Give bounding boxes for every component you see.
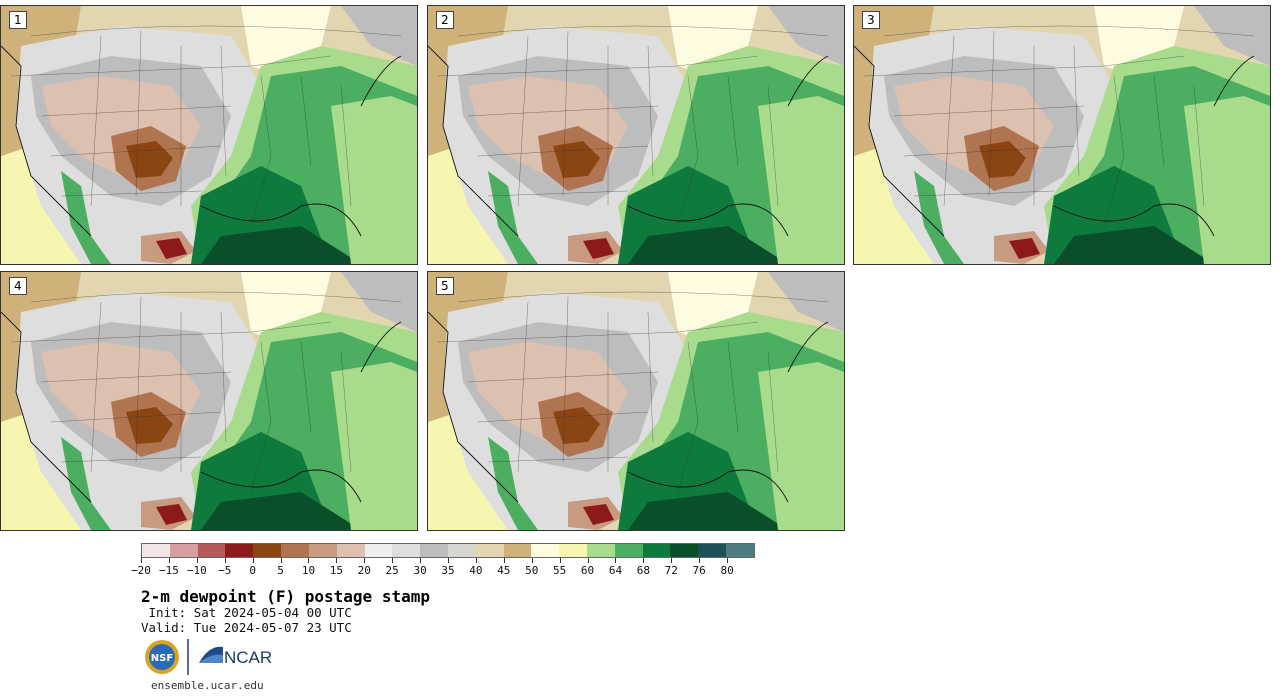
- map-panel-3: 3: [853, 5, 1271, 265]
- colorbar-tick-label: 40: [469, 564, 483, 577]
- dewpoint-map: [854, 6, 1270, 264]
- colorbar-tick-label: 64: [608, 564, 623, 577]
- colorbar-tick: [392, 558, 394, 563]
- colorbar-tick-label: −20: [131, 564, 151, 577]
- colorbar-tick-label: 60: [580, 564, 595, 577]
- colorbar-tick-label: 72: [664, 564, 678, 577]
- colorbar-tick: [503, 558, 505, 563]
- colorbar-tick: [420, 558, 422, 563]
- colorbar-tick: [141, 558, 142, 563]
- valid-time: Valid: Tue 2024-05-07 23 UTC: [141, 620, 352, 635]
- colorbar-swatch: [670, 544, 699, 557]
- colorbar-swatch: [364, 544, 393, 557]
- colorbar-swatch: [503, 544, 532, 557]
- colorbar-tick: [643, 558, 645, 563]
- colorbar-tick: [615, 558, 617, 563]
- init-time: Init: Sat 2024-05-04 00 UTC: [141, 605, 352, 620]
- colorbar-tick-label: 25: [385, 564, 399, 577]
- dewpoint-map: [428, 272, 844, 530]
- dewpoint-map: [1, 6, 417, 264]
- colorbar-ticks: −20 −15 −10 −5 0 5 10 15 20 25 30 35 40 45 50 55 60 64 68 7…: [131, 558, 755, 588]
- colorbar-swatch: [447, 544, 476, 557]
- colorbar-tick: [224, 558, 226, 563]
- colorbar-swatch: [587, 544, 615, 557]
- colorbar-tick: [671, 558, 673, 563]
- colorbar-tick-label: 5: [277, 564, 284, 577]
- colorbar-tick-label: −10: [186, 564, 207, 577]
- dewpoint-map: [428, 6, 844, 264]
- colorbar-tick-label: 20: [357, 564, 371, 577]
- svg-text:NCAR: NCAR: [224, 648, 272, 667]
- colorbar-tick: [280, 558, 282, 563]
- colorbar-tick: [531, 558, 533, 563]
- colorbar-tick: [168, 558, 170, 563]
- panel-number-label: 3: [862, 11, 880, 29]
- colorbar-swatch: [225, 544, 254, 557]
- colorbar-tick-label: 68: [636, 564, 650, 577]
- colorbar-swatch: [726, 544, 754, 557]
- colorbar-tick-label: 80: [720, 564, 734, 577]
- colorbar-tick-label: 55: [553, 564, 567, 577]
- panel-number-label: 1: [9, 11, 27, 29]
- colorbar-tick: [475, 558, 477, 563]
- footer-url: ensemble.ucar.edu: [151, 679, 264, 692]
- colorbar-tick: [448, 558, 449, 563]
- svg-text:NSF: NSF: [151, 653, 173, 664]
- map-panel-2: 2: [427, 5, 845, 265]
- colorbar-swatch: [392, 544, 421, 557]
- colorbar-tick-label: 76: [692, 564, 706, 577]
- colorbar-tick: [727, 558, 729, 563]
- colorbar-tick-label: 45: [497, 564, 511, 577]
- colorbar-swatch: [559, 544, 587, 557]
- colorbar-tick: [308, 558, 310, 563]
- colorbar-tick-label: −15: [158, 564, 179, 577]
- colorbar-tick: [336, 558, 338, 563]
- colorbar-swatch: [698, 544, 727, 557]
- panel-number-label: 2: [436, 11, 454, 29]
- colorbar-swatch: [142, 544, 170, 557]
- panel-number-label: 5: [436, 277, 454, 295]
- colorbar-tick-label: 10: [301, 564, 316, 577]
- nsf-logo-icon: NSF: [145, 640, 179, 674]
- map-panel-1: 1: [0, 5, 418, 265]
- map-panel-4: 4: [0, 271, 418, 531]
- colorbar-tick: [196, 558, 198, 563]
- dewpoint-map: [1, 272, 417, 530]
- colorbar-swatch: [308, 544, 337, 557]
- colorbar-swatch: [197, 544, 226, 557]
- panel-number-label: 4: [9, 277, 27, 295]
- map-panel-5: 5: [427, 271, 845, 531]
- colorbar-tick: [252, 558, 254, 563]
- colorbar: [141, 543, 755, 558]
- colorbar-swatch: [475, 544, 504, 557]
- colorbar-swatch: [281, 544, 309, 557]
- colorbar-tick-label: −5: [218, 564, 232, 577]
- colorbar-swatch: [253, 544, 282, 557]
- colorbar-tick-label: 0: [249, 564, 256, 577]
- colorbar-tick: [364, 558, 366, 563]
- colorbar-tick: [587, 558, 589, 563]
- colorbar-tick-label: 50: [525, 564, 539, 577]
- colorbar-tick-label: 35: [441, 564, 455, 577]
- colorbar-swatch: [614, 544, 643, 557]
- colorbar-swatch: [531, 544, 560, 557]
- colorbar-tick: [699, 558, 701, 563]
- colorbar-swatch: [169, 544, 198, 557]
- colorbar-swatch: [420, 544, 448, 557]
- colorbar-swatch: [336, 544, 365, 557]
- chart-title: 2-m dewpoint (F) postage stamp: [141, 587, 430, 606]
- ncar-logo-icon: NCAR: [199, 646, 272, 667]
- colorbar-tick: [559, 558, 561, 563]
- colorbar-tick-label: 30: [413, 564, 427, 577]
- logos: NSF NCAR: [143, 637, 283, 677]
- colorbar-swatch: [642, 544, 671, 557]
- colorbar-tick-label: 15: [329, 564, 343, 577]
